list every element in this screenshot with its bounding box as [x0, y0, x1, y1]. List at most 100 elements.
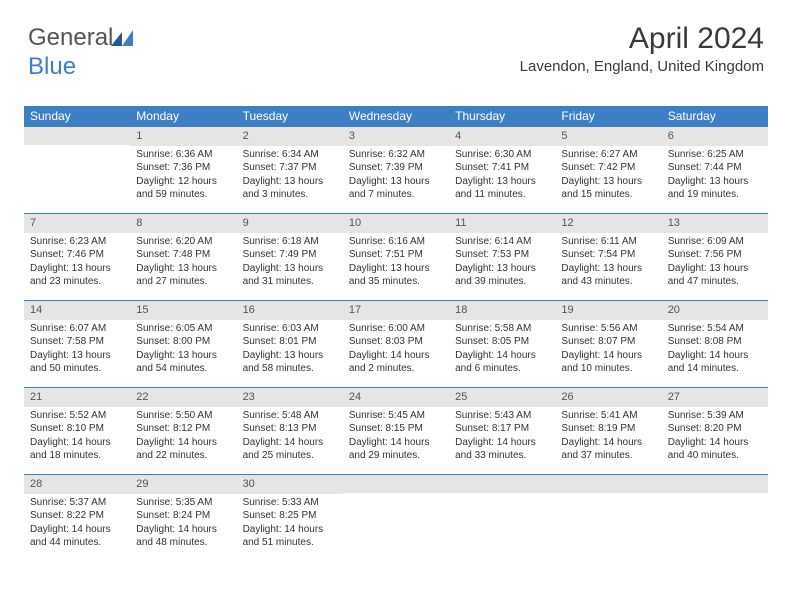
weekday-header: Wednesday	[343, 106, 449, 126]
sunset-text: Sunset: 8:20 PM	[668, 422, 762, 436]
day-content	[343, 493, 449, 557]
daylight-text: Daylight: 13 hours and 3 minutes.	[243, 175, 337, 202]
sunset-text: Sunset: 7:41 PM	[455, 161, 549, 175]
sunrise-text: Sunrise: 5:50 AM	[136, 409, 230, 423]
daylight-text: Daylight: 13 hours and 35 minutes.	[349, 262, 443, 289]
sunset-text: Sunset: 7:58 PM	[30, 335, 124, 349]
day-number: 9	[237, 214, 343, 233]
daylight-text: Daylight: 14 hours and 18 minutes.	[30, 436, 124, 463]
daylight-text: Daylight: 13 hours and 39 minutes.	[455, 262, 549, 289]
day-content: Sunrise: 6:20 AMSunset: 7:48 PMDaylight:…	[130, 233, 236, 295]
sunset-text: Sunset: 7:39 PM	[349, 161, 443, 175]
sunset-text: Sunset: 7:46 PM	[30, 248, 124, 262]
sunset-text: Sunset: 8:01 PM	[243, 335, 337, 349]
day-number: 18	[449, 301, 555, 320]
logo-text-1: General	[28, 24, 113, 51]
day-number: 15	[130, 301, 236, 320]
sunset-text: Sunset: 8:03 PM	[349, 335, 443, 349]
day-content: Sunrise: 5:56 AMSunset: 8:07 PMDaylight:…	[555, 320, 661, 382]
daylight-text: Daylight: 14 hours and 33 minutes.	[455, 436, 549, 463]
day-cell: 20Sunrise: 5:54 AMSunset: 8:08 PMDayligh…	[662, 301, 768, 387]
weekday-header: Sunday	[24, 106, 130, 126]
sunset-text: Sunset: 8:07 PM	[561, 335, 655, 349]
day-cell: 16Sunrise: 6:03 AMSunset: 8:01 PMDayligh…	[237, 301, 343, 387]
day-number: 11	[449, 214, 555, 233]
day-cell	[449, 475, 555, 561]
day-content: Sunrise: 5:52 AMSunset: 8:10 PMDaylight:…	[24, 407, 130, 469]
sunset-text: Sunset: 8:17 PM	[455, 422, 549, 436]
sunrise-text: Sunrise: 6:27 AM	[561, 148, 655, 162]
daylight-text: Daylight: 13 hours and 54 minutes.	[136, 349, 230, 376]
day-content: Sunrise: 6:30 AMSunset: 7:41 PMDaylight:…	[449, 146, 555, 208]
day-cell: 24Sunrise: 5:45 AMSunset: 8:15 PMDayligh…	[343, 388, 449, 474]
sunset-text: Sunset: 8:05 PM	[455, 335, 549, 349]
day-content: Sunrise: 6:23 AMSunset: 7:46 PMDaylight:…	[24, 233, 130, 295]
day-cell: 17Sunrise: 6:00 AMSunset: 8:03 PMDayligh…	[343, 301, 449, 387]
logo-text-2: Blue	[28, 53, 76, 80]
day-number: 26	[555, 388, 661, 407]
weekday-header: Monday	[130, 106, 236, 126]
day-content	[449, 493, 555, 557]
day-content: Sunrise: 5:48 AMSunset: 8:13 PMDaylight:…	[237, 407, 343, 469]
day-content: Sunrise: 6:34 AMSunset: 7:37 PMDaylight:…	[237, 146, 343, 208]
week-row: 21Sunrise: 5:52 AMSunset: 8:10 PMDayligh…	[24, 387, 768, 474]
sunset-text: Sunset: 7:36 PM	[136, 161, 230, 175]
sunset-text: Sunset: 7:49 PM	[243, 248, 337, 262]
weekday-header: Saturday	[662, 106, 768, 126]
week-row: 14Sunrise: 6:07 AMSunset: 7:58 PMDayligh…	[24, 300, 768, 387]
week-row: 28Sunrise: 5:37 AMSunset: 8:22 PMDayligh…	[24, 474, 768, 561]
day-cell: 21Sunrise: 5:52 AMSunset: 8:10 PMDayligh…	[24, 388, 130, 474]
day-content: Sunrise: 6:07 AMSunset: 7:58 PMDaylight:…	[24, 320, 130, 382]
sunrise-text: Sunrise: 6:07 AM	[30, 322, 124, 336]
sunrise-text: Sunrise: 6:00 AM	[349, 322, 443, 336]
day-number: 3	[343, 127, 449, 146]
day-number: 16	[237, 301, 343, 320]
day-number	[555, 475, 661, 493]
sunrise-text: Sunrise: 5:45 AM	[349, 409, 443, 423]
sunset-text: Sunset: 7:48 PM	[136, 248, 230, 262]
day-content: Sunrise: 6:05 AMSunset: 8:00 PMDaylight:…	[130, 320, 236, 382]
daylight-text: Daylight: 13 hours and 23 minutes.	[30, 262, 124, 289]
sunset-text: Sunset: 8:15 PM	[349, 422, 443, 436]
day-content: Sunrise: 5:50 AMSunset: 8:12 PMDaylight:…	[130, 407, 236, 469]
sunset-text: Sunset: 7:54 PM	[561, 248, 655, 262]
daylight-text: Daylight: 13 hours and 7 minutes.	[349, 175, 443, 202]
sunset-text: Sunset: 8:25 PM	[243, 509, 337, 523]
day-cell: 14Sunrise: 6:07 AMSunset: 7:58 PMDayligh…	[24, 301, 130, 387]
day-number: 6	[662, 127, 768, 146]
day-cell: 15Sunrise: 6:05 AMSunset: 8:00 PMDayligh…	[130, 301, 236, 387]
day-number: 12	[555, 214, 661, 233]
day-cell: 11Sunrise: 6:14 AMSunset: 7:53 PMDayligh…	[449, 214, 555, 300]
day-cell: 29Sunrise: 5:35 AMSunset: 8:24 PMDayligh…	[130, 475, 236, 561]
day-number: 13	[662, 214, 768, 233]
page-title: April 2024	[520, 22, 764, 56]
day-content: Sunrise: 6:11 AMSunset: 7:54 PMDaylight:…	[555, 233, 661, 295]
logo: General Blue	[28, 24, 133, 81]
daylight-text: Daylight: 13 hours and 19 minutes.	[668, 175, 762, 202]
sunrise-text: Sunrise: 6:18 AM	[243, 235, 337, 249]
sunset-text: Sunset: 7:42 PM	[561, 161, 655, 175]
sunset-text: Sunset: 7:53 PM	[455, 248, 549, 262]
sunrise-text: Sunrise: 6:03 AM	[243, 322, 337, 336]
day-content: Sunrise: 6:27 AMSunset: 7:42 PMDaylight:…	[555, 146, 661, 208]
day-cell: 28Sunrise: 5:37 AMSunset: 8:22 PMDayligh…	[24, 475, 130, 561]
day-number: 8	[130, 214, 236, 233]
day-number: 20	[662, 301, 768, 320]
day-content: Sunrise: 6:16 AMSunset: 7:51 PMDaylight:…	[343, 233, 449, 295]
day-cell: 1Sunrise: 6:36 AMSunset: 7:36 PMDaylight…	[130, 127, 236, 213]
day-content: Sunrise: 5:35 AMSunset: 8:24 PMDaylight:…	[130, 494, 236, 556]
day-cell: 12Sunrise: 6:11 AMSunset: 7:54 PMDayligh…	[555, 214, 661, 300]
day-cell: 10Sunrise: 6:16 AMSunset: 7:51 PMDayligh…	[343, 214, 449, 300]
day-number: 5	[555, 127, 661, 146]
daylight-text: Daylight: 14 hours and 40 minutes.	[668, 436, 762, 463]
day-number	[24, 127, 130, 145]
day-number: 27	[662, 388, 768, 407]
daylight-text: Daylight: 14 hours and 2 minutes.	[349, 349, 443, 376]
week-row: 7Sunrise: 6:23 AMSunset: 7:46 PMDaylight…	[24, 213, 768, 300]
day-cell: 27Sunrise: 5:39 AMSunset: 8:20 PMDayligh…	[662, 388, 768, 474]
day-cell: 18Sunrise: 5:58 AMSunset: 8:05 PMDayligh…	[449, 301, 555, 387]
day-number: 24	[343, 388, 449, 407]
sunrise-text: Sunrise: 6:34 AM	[243, 148, 337, 162]
sunrise-text: Sunrise: 6:20 AM	[136, 235, 230, 249]
day-content: Sunrise: 5:39 AMSunset: 8:20 PMDaylight:…	[662, 407, 768, 469]
